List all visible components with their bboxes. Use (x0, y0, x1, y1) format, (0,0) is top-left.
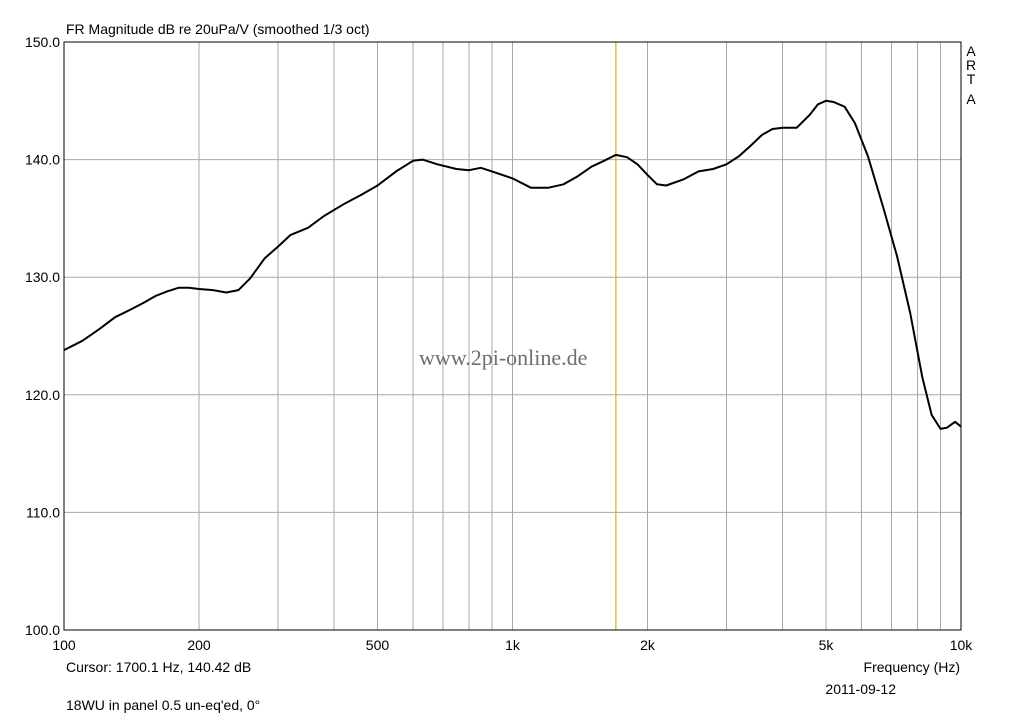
response-curve (63, 99, 962, 430)
x-tick-label: 100 (52, 637, 76, 653)
footnote: 18WU in panel 0.5 un-eq'ed, 0° (66, 697, 261, 713)
watermark-text: www.2pi-online.de (419, 345, 588, 370)
arta-letter: A (966, 43, 976, 59)
y-tick-label: 100.0 (25, 622, 60, 638)
x-tick-label: 10k (950, 637, 974, 653)
x-tick-label: 2k (640, 637, 656, 653)
y-tick-label: 130.0 (25, 269, 60, 285)
x-tick-label: 200 (187, 637, 211, 653)
arta-letter: T (966, 71, 976, 87)
x-tick-label: 500 (366, 637, 390, 653)
x-axis-label: Frequency (Hz) (863, 659, 960, 675)
x-tick-label: 1k (505, 637, 521, 653)
x-tick-label: 5k (819, 637, 835, 653)
y-tick-label: 150.0 (25, 34, 60, 50)
arta-letter: A (966, 91, 976, 107)
y-tick-label: 120.0 (25, 387, 60, 403)
cursor-readout: Cursor: 1700.1 Hz, 140.42 dB (66, 659, 252, 675)
arta-letter: R (966, 57, 977, 73)
date-label: 2011-09-12 (825, 681, 896, 697)
plot-frame (63, 41, 962, 631)
y-tick-label: 110.0 (26, 504, 60, 520)
chart-title: FR Magnitude dB re 20uPa/V (smoothed 1/3… (66, 21, 370, 37)
y-tick-label: 140.0 (25, 152, 60, 168)
